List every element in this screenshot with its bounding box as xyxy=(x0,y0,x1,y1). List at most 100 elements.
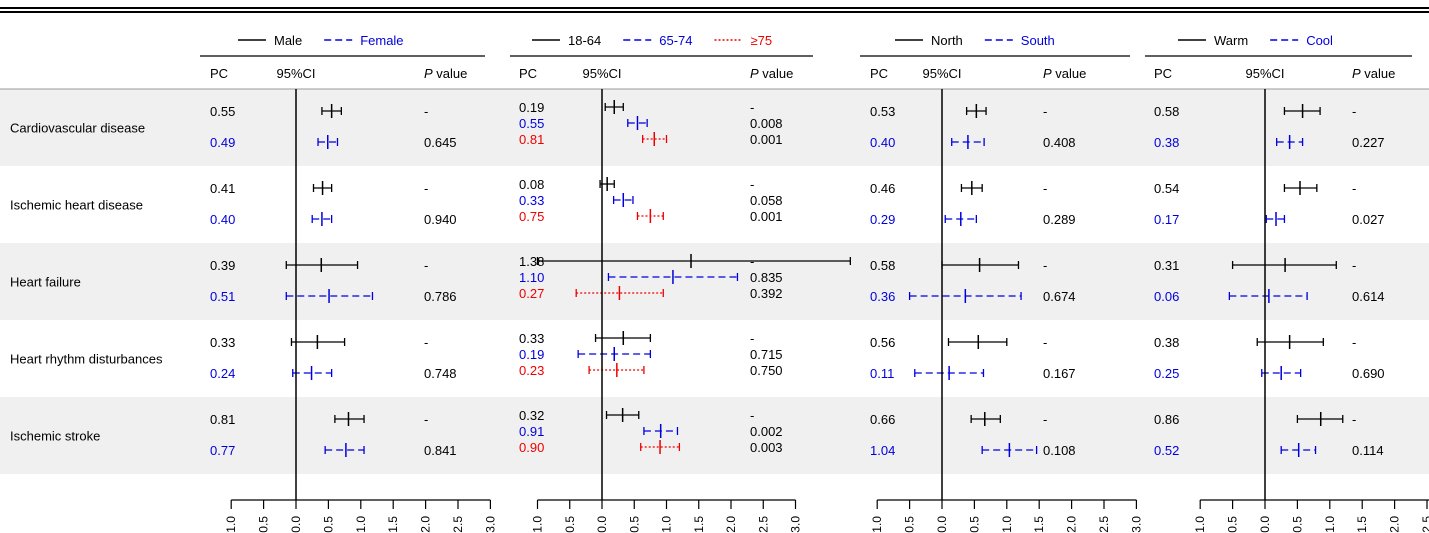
x-tick-label: 0.5 xyxy=(627,516,641,533)
pc-value: 0.55 xyxy=(519,116,544,131)
pc-value: 0.38 xyxy=(1154,135,1179,150)
p-value: - xyxy=(1352,258,1356,273)
pc-value: 0.46 xyxy=(870,181,895,196)
pc-value: 0.51 xyxy=(210,289,235,304)
pc-value: 0.66 xyxy=(870,412,895,427)
x-tick-label: 1.0 xyxy=(1323,516,1337,533)
pc-value: 0.81 xyxy=(519,132,544,147)
pc-value: 1.10 xyxy=(519,270,544,285)
x-tick-label: 1.0 xyxy=(354,516,368,533)
x-tick-label: 0.5 xyxy=(967,516,981,533)
x-tick-label: 1.5 xyxy=(386,516,400,533)
pc-value: 0.23 xyxy=(519,363,544,378)
x-tick-label: 3.0 xyxy=(1129,516,1143,533)
x-tick-label: 2.0 xyxy=(1065,516,1079,533)
x-tick-label: 1.0 xyxy=(660,516,674,533)
disease-label: Cardiovascular disease xyxy=(10,121,145,136)
disease-label: Ischemic heart disease xyxy=(10,198,143,213)
pc-value: 1.04 xyxy=(870,443,895,458)
x-tick-label: 2.5 xyxy=(1420,516,1429,533)
column-header-pc: PC xyxy=(210,66,228,81)
x-tick-label: -0.5 xyxy=(563,516,577,533)
p-value: - xyxy=(750,100,754,115)
x-tick-label: 0.5 xyxy=(321,516,335,533)
p-value: - xyxy=(750,408,754,423)
x-tick-label: 0.0 xyxy=(289,516,303,533)
x-tick-label: -0.5 xyxy=(903,516,917,533)
x-tick-label: 2.5 xyxy=(451,516,465,533)
row-band xyxy=(0,397,1429,474)
x-tick-label: 1.0 xyxy=(1000,516,1014,533)
legend-label: Cool xyxy=(1306,33,1333,48)
pc-value: 0.53 xyxy=(870,104,895,119)
pc-value: 0.36 xyxy=(870,289,895,304)
p-value: - xyxy=(1352,412,1356,427)
p-value: - xyxy=(424,412,428,427)
x-tick-label: -0.5 xyxy=(1226,516,1240,533)
column-header-ci: 95%CI xyxy=(922,66,961,81)
x-tick-label: 1.5 xyxy=(692,516,706,533)
x-tick-label: 0.0 xyxy=(1258,516,1272,533)
x-tick-label: 2.0 xyxy=(1388,516,1402,533)
x-tick-label: 2.0 xyxy=(419,516,433,533)
x-tick-label: -1.0 xyxy=(531,516,545,533)
p-value: 0.027 xyxy=(1352,212,1385,227)
pc-value: 0.19 xyxy=(519,100,544,115)
row-band xyxy=(0,320,1429,397)
pc-value: 0.24 xyxy=(210,366,235,381)
p-value: - xyxy=(424,181,428,196)
legend-label: 65-74 xyxy=(659,33,692,48)
column-header-ci: 95%CI xyxy=(1245,66,1284,81)
p-value: 0.167 xyxy=(1043,366,1076,381)
p-value: - xyxy=(1043,181,1047,196)
column-header-pc: PC xyxy=(519,66,537,81)
pc-value: 0.29 xyxy=(870,212,895,227)
p-value: - xyxy=(750,177,754,192)
column-header-p: P value xyxy=(1043,66,1086,81)
column-header-pc: PC xyxy=(1154,66,1172,81)
pc-value: 0.90 xyxy=(519,440,544,455)
x-tick-label: 3.0 xyxy=(789,516,803,533)
pc-value: 0.40 xyxy=(870,135,895,150)
pc-value: 0.77 xyxy=(210,443,235,458)
p-value: - xyxy=(1352,104,1356,119)
p-value: 0.001 xyxy=(750,132,783,147)
pc-value: 0.41 xyxy=(210,181,235,196)
x-tick-label: 3.0 xyxy=(483,516,497,533)
row-band xyxy=(0,89,1429,166)
pc-value: 0.91 xyxy=(519,424,544,439)
legend-label: 18-64 xyxy=(568,33,601,48)
p-value: 0.940 xyxy=(424,212,457,227)
x-tick-label: -1.0 xyxy=(1193,516,1207,533)
p-value: 0.835 xyxy=(750,270,783,285)
pc-value: 0.06 xyxy=(1154,289,1179,304)
pc-value: 0.11 xyxy=(870,366,894,381)
disease-label: Ischemic stroke xyxy=(10,429,100,444)
p-value: - xyxy=(1043,258,1047,273)
p-value: 0.227 xyxy=(1352,135,1385,150)
x-tick-label: 1.5 xyxy=(1355,516,1369,533)
pc-value: 0.58 xyxy=(870,258,895,273)
p-value: - xyxy=(750,331,754,346)
p-value: 0.001 xyxy=(750,209,783,224)
p-value: - xyxy=(1352,181,1356,196)
p-value: 0.392 xyxy=(750,286,783,301)
column-header-p: P value xyxy=(1352,66,1395,81)
p-value: - xyxy=(424,335,428,350)
pc-value: 0.86 xyxy=(1154,412,1179,427)
p-value: 0.614 xyxy=(1352,289,1385,304)
x-tick-label: 2.5 xyxy=(756,516,770,533)
p-value: - xyxy=(424,104,428,119)
p-value: - xyxy=(1352,335,1356,350)
pc-value: 0.08 xyxy=(519,177,544,192)
x-tick-label: 0.0 xyxy=(935,516,949,533)
pc-value: 0.25 xyxy=(1154,366,1179,381)
pc-value: 0.39 xyxy=(210,258,235,273)
pc-value: 0.54 xyxy=(1154,181,1179,196)
column-header-pc: PC xyxy=(870,66,888,81)
column-header-ci: 95%CI xyxy=(582,66,621,81)
row-band xyxy=(0,166,1429,243)
p-value: 0.003 xyxy=(750,440,783,455)
pc-value: 0.52 xyxy=(1154,443,1179,458)
pc-value: 0.33 xyxy=(519,193,544,208)
